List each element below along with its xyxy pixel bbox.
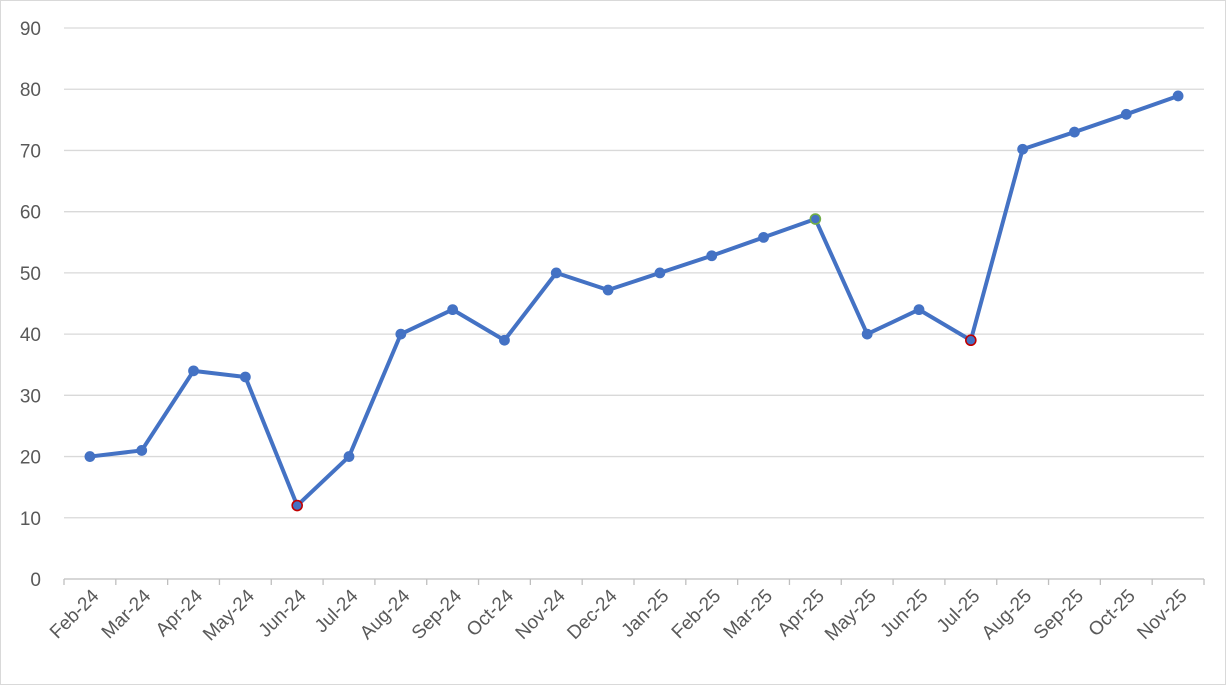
data-point-markers (84, 90, 1184, 512)
x-tick-label: Jul-25 (933, 586, 984, 637)
data-point (239, 371, 251, 383)
y-tick-label: 90 (20, 19, 41, 40)
data-point (550, 267, 562, 279)
x-tick-label: Dec-24 (563, 585, 621, 643)
x-tick-label: Apr-24 (152, 585, 207, 640)
x-tick-label: Aug-24 (356, 585, 414, 643)
y-axis-tick-labels: 0 10 20 30 40 50 60 70 80 90 (20, 19, 41, 591)
data-point (1017, 143, 1029, 155)
x-tick-label: May-24 (199, 585, 259, 645)
x-tick-label: Mar-25 (720, 586, 777, 643)
data-point (602, 284, 614, 296)
highlighted-data-point (809, 213, 822, 225)
y-tick-label: 60 (20, 203, 41, 224)
data-point (861, 328, 873, 340)
data-point (499, 334, 510, 346)
y-tick-label: 50 (20, 264, 41, 285)
x-tick-label: Oct-24 (463, 585, 518, 640)
data-point (343, 451, 355, 462)
highlighted-data-point (291, 499, 303, 512)
data-point (1172, 90, 1184, 102)
y-tick-label: 80 (20, 80, 41, 101)
x-tick-label: Mar-24 (98, 585, 156, 643)
y-tick-label: 70 (20, 141, 41, 162)
series-line-layer (87, 93, 1181, 508)
data-point (1120, 108, 1132, 120)
x-tick-label: Sep-24 (408, 585, 466, 643)
x-tick-label: Sep-25 (1030, 586, 1088, 644)
x-tick-label: Jul-24 (311, 585, 363, 637)
data-point (136, 445, 148, 456)
y-tick-label: 0 (30, 570, 41, 591)
data-point (758, 231, 769, 243)
highlighted-data-point (965, 334, 977, 347)
x-tick-label: Oct-25 (1085, 586, 1140, 641)
x-tick-label: Aug-25 (978, 586, 1036, 644)
data-point (913, 304, 925, 316)
series-line (87, 93, 1181, 508)
data-point (447, 304, 459, 316)
y-tick-label: 20 (20, 448, 41, 469)
data-point (395, 328, 407, 340)
x-tick-label: Nov-25 (1133, 586, 1191, 644)
x-tick-label: May-25 (821, 586, 881, 646)
y-tick-label: 40 (20, 325, 41, 346)
x-tick-label: Jan-25 (618, 586, 674, 642)
data-point (654, 267, 666, 279)
axes (63, 578, 1205, 585)
data-point (1069, 126, 1080, 138)
data-point (706, 250, 718, 262)
y-tick-label: 10 (20, 509, 41, 530)
data-point (84, 451, 96, 462)
gridlines (64, 27, 1204, 519)
x-tick-label: Nov-24 (512, 585, 570, 643)
x-tick-label: Jun-24 (255, 585, 311, 641)
x-tick-label: Apr-25 (774, 586, 829, 641)
x-tick-label: Feb-24 (46, 585, 104, 643)
y-tick-label: 30 (20, 386, 41, 407)
x-tick-label: Jun-25 (877, 586, 933, 642)
data-point (188, 365, 199, 377)
x-tick-label: Feb-25 (668, 586, 725, 643)
